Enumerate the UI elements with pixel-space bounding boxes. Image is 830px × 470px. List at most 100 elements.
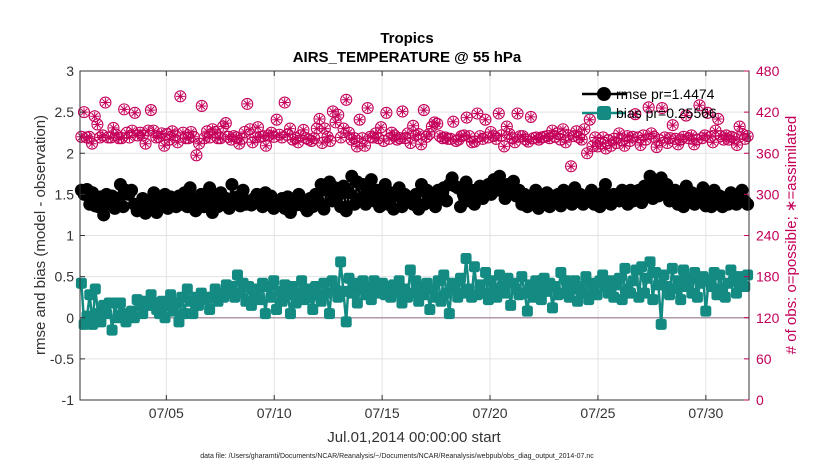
assimilated-obs-marker (609, 134, 619, 144)
possible-obs-marker (391, 133, 404, 146)
assimilated-obs-marker (162, 129, 172, 139)
assimilated-obs-marker (296, 130, 306, 140)
assimilated-obs-marker (660, 133, 670, 142)
assimilated-obs-marker (649, 132, 659, 142)
assimilated-obs-marker (577, 135, 587, 144)
assimilated-obs-marker (130, 108, 140, 118)
y-right-tick-label: 300 (756, 186, 780, 202)
assimilated-obs-marker (76, 132, 86, 142)
assimilated-obs-marker (566, 161, 576, 171)
rmse-marker (342, 186, 356, 200)
assimilated-obs-marker (563, 130, 573, 140)
bias-marker (181, 283, 193, 295)
assimilated-obs-marker (681, 111, 691, 121)
assimilated-obs-marker (657, 103, 667, 113)
legend-bias-label: bias pr=0.25566 (616, 105, 717, 121)
assimilated-obs-marker (143, 126, 153, 136)
assimilated-obs-marker (216, 133, 225, 143)
possible-obs-marker (313, 112, 326, 126)
assimilated-obs-marker (141, 139, 151, 149)
assimilated-obs-marker (406, 138, 415, 148)
assimilated-obs-marker (689, 139, 699, 149)
possible-obs-marker (730, 138, 744, 152)
assimilated-obs-marker (695, 100, 704, 110)
y-left-tick-label: -1 (62, 392, 75, 408)
assimilated-obs-marker (641, 135, 651, 144)
assimilated-obs-marker (280, 98, 290, 107)
assimilated-obs-marker (191, 150, 201, 160)
possible-obs-marker (498, 140, 511, 153)
assimilated-obs-marker (480, 115, 490, 125)
bias-marker (616, 294, 628, 306)
bias-marker (318, 277, 330, 289)
bias-marker (546, 302, 558, 314)
rmse-marker (97, 208, 111, 222)
assimilated-obs-marker (373, 133, 383, 143)
bias-marker (424, 304, 436, 316)
bias-marker (675, 294, 687, 306)
bias-marker (625, 287, 637, 299)
bias-marker (321, 287, 333, 299)
assimilated-obs-marker (151, 133, 161, 142)
assimilated-obs-marker (628, 132, 638, 142)
assimilated-obs-marker (363, 103, 373, 113)
assimilated-obs-marker (432, 119, 442, 129)
possible-obs-marker (564, 160, 578, 173)
y-right-tick-label: 360 (756, 145, 780, 161)
y-left-tick-label: -0.5 (50, 351, 74, 367)
rmse-marker (317, 202, 331, 216)
y-right-tick-label: 120 (756, 310, 780, 326)
bias-marker (304, 291, 316, 303)
assimilated-obs-marker (622, 131, 632, 141)
assimilated-obs-marker (590, 133, 600, 142)
assimilated-obs-marker (459, 130, 469, 140)
assimilated-obs-marker (331, 117, 341, 127)
assimilated-obs-marker (125, 133, 134, 142)
bias-marker (655, 318, 667, 330)
rmse-marker (292, 187, 306, 201)
assimilated-obs-marker (339, 124, 349, 134)
assimilated-obs-marker (317, 138, 327, 148)
assimilated-obs-marker (668, 120, 678, 130)
assimilated-obs-marker (237, 134, 247, 144)
assimilated-obs-marker (194, 139, 204, 149)
bias-marker (204, 304, 216, 316)
assimilated-obs-marker (301, 133, 311, 143)
legend-rmse-label: rmse pr=1.4474 (616, 86, 715, 102)
possible-obs-marker (190, 149, 203, 162)
bias-marker (337, 285, 349, 297)
chart-subtitle: AIRS_TEMPERATURE @ 55 hPa (293, 49, 522, 66)
assimilated-obs-marker (494, 109, 504, 118)
bias-marker (521, 305, 533, 317)
bias-marker (307, 304, 319, 316)
assimilated-obs-marker (298, 125, 308, 135)
possible-obs-marker (284, 122, 297, 135)
bias-marker (128, 312, 140, 324)
assimilated-obs-marker (178, 128, 188, 138)
assimilated-obs-marker (127, 126, 137, 136)
assimilated-obs-marker (625, 136, 635, 146)
assimilated-obs-marker (408, 121, 418, 131)
assimilated-obs-marker (510, 137, 520, 147)
possible-obs-marker (270, 113, 283, 126)
bias-marker (279, 279, 291, 291)
assimilated-obs-marker (601, 144, 611, 153)
possible-obs-marker (340, 93, 353, 106)
assimilated-obs-marker (612, 138, 621, 148)
assimilated-obs-marker (111, 130, 121, 140)
possible-obs-marker (693, 99, 706, 112)
assimilated-obs-marker (282, 130, 292, 140)
bias-marker (323, 308, 335, 320)
assimilated-obs-marker (266, 128, 276, 138)
bias-marker (390, 287, 402, 299)
assimilated-obs-marker (523, 137, 533, 147)
rmse-series (74, 169, 755, 222)
possible-obs-marker (428, 116, 441, 129)
y-axis-label-right: # of obs: o=possible; ∗=assimilated (783, 116, 800, 355)
assimilated-obs-marker (368, 133, 378, 142)
possible-obs-marker (680, 109, 693, 122)
assimilated-obs-marker (721, 130, 731, 140)
assimilated-obs-marker (644, 102, 654, 112)
assimilated-obs-marker (167, 126, 177, 136)
bias-marker (591, 289, 603, 301)
